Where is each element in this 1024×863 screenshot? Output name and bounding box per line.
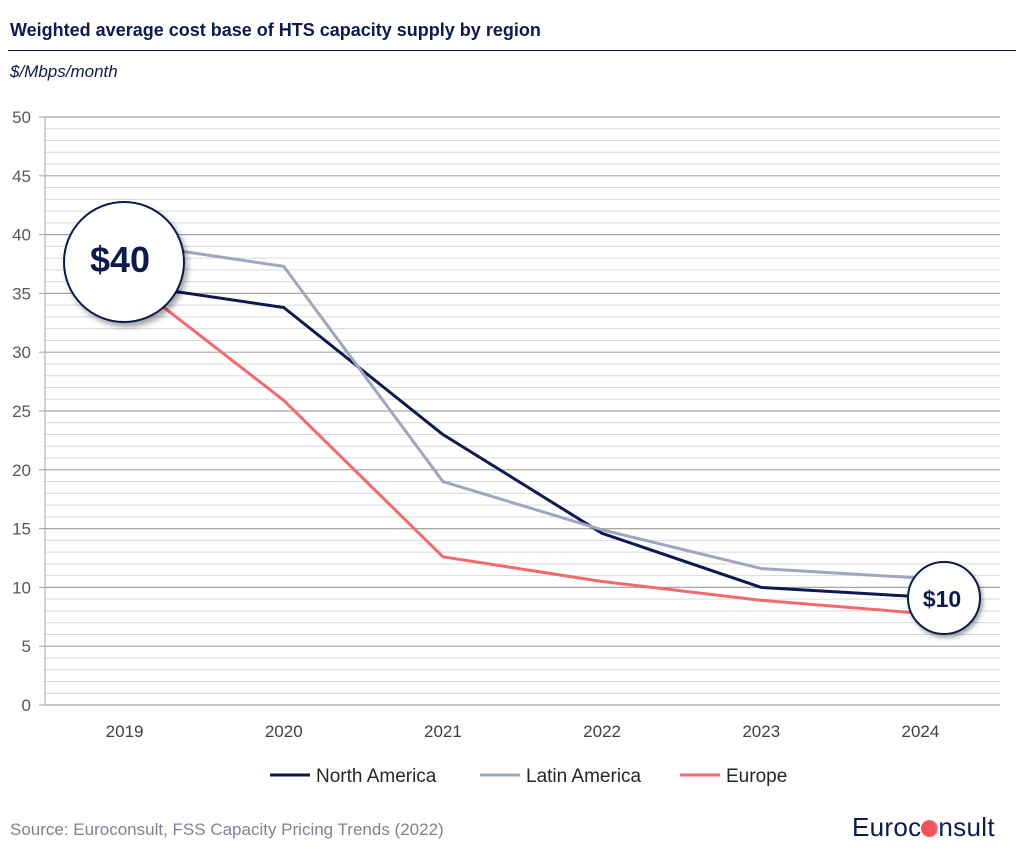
title-divider: [8, 50, 1016, 51]
logo-text-right: nsult: [938, 812, 995, 842]
y-tick-label: 15: [12, 520, 31, 539]
y-tick-label: 30: [12, 343, 31, 362]
x-tick-label: 2022: [583, 722, 621, 741]
x-tick-label: 2023: [742, 722, 780, 741]
line-chart: 0 5 10 15 20 25 30 35 40 45 50 2019 2020 2021 2022 2023…: [12, 108, 1000, 787]
logo-dot-icon: [921, 820, 939, 837]
legend-label: North America: [316, 766, 437, 787]
x-tick-label: 2019: [106, 722, 144, 741]
series-line-europe: [123, 275, 921, 615]
y-tick-label: 50: [12, 108, 31, 127]
euroconsult-logo: Euroc nsult: [852, 812, 995, 843]
x-tick-label: 2021: [424, 722, 462, 741]
annotation-bubble: [907, 561, 981, 635]
annotation-label: $10: [923, 586, 961, 612]
source-note: Source: Euroconsult, FSS Capacity Pricin…: [10, 820, 444, 839]
x-tick-label: 2020: [265, 722, 303, 741]
y-tick-label: 5: [22, 637, 31, 656]
y-tick-label: 10: [12, 578, 31, 597]
annotation-bubble: [63, 201, 185, 323]
series-line-latin-america: [124, 241, 921, 580]
y-tick-label: 20: [12, 461, 31, 480]
y-tick-label: 0: [22, 696, 31, 715]
legend-label: Latin America: [526, 766, 642, 787]
y-tick-label: 45: [12, 167, 31, 186]
y-axis-unit: $/Mbps/month: [10, 62, 118, 81]
y-tick-label: 40: [12, 226, 31, 245]
logo-text-left: Euroc: [852, 812, 922, 842]
y-tick-label: 35: [12, 284, 31, 303]
x-tick-label: 2024: [902, 722, 940, 741]
annotation-label: $40: [90, 239, 150, 280]
series-line-north-america: [124, 282, 921, 599]
legend-label: Europe: [726, 766, 787, 787]
y-tick-label: 25: [12, 402, 31, 421]
chart-title: Weighted average cost base of HTS capaci…: [10, 20, 541, 40]
